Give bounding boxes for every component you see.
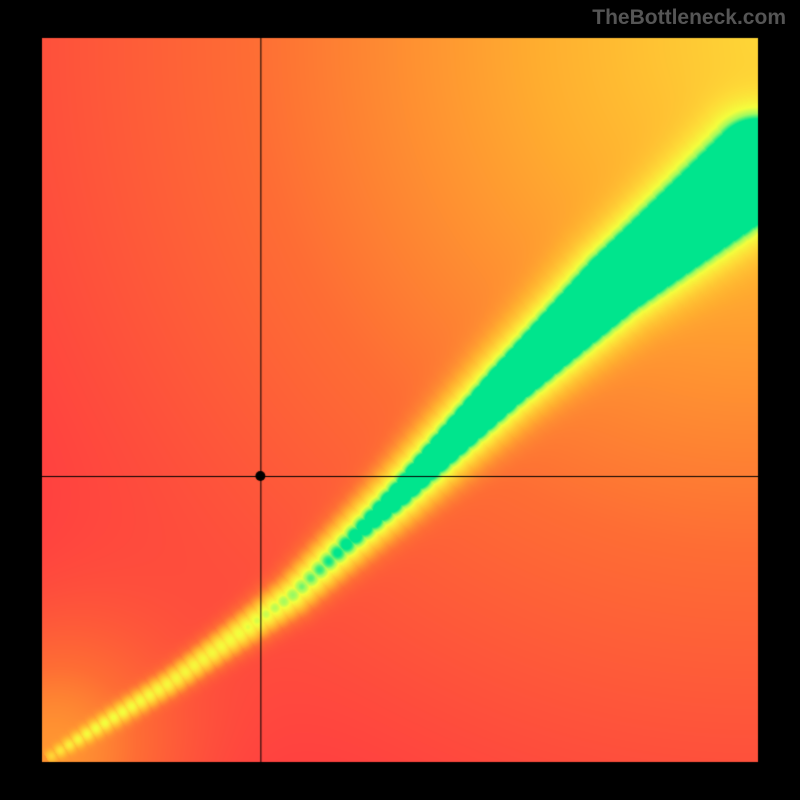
chart-container: TheBottleneck.com [0,0,800,800]
heatmap-canvas [0,0,800,800]
watermark-text: TheBottleneck.com [592,6,786,30]
